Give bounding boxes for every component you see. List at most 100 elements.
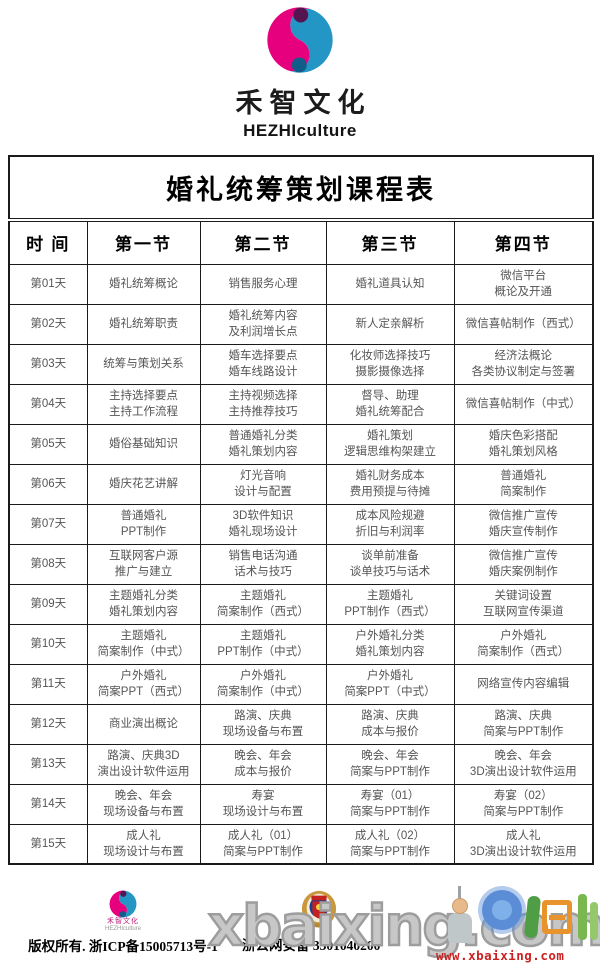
- watermark-bamboo2-icon: [590, 902, 598, 940]
- copyright-text: 版权所有. 浙ICP备15005713号-1: [28, 939, 218, 955]
- session-cell: 成本风险规避 折旧与利润率: [325, 503, 455, 545]
- session-cell: 微信平台 概论及开通: [453, 263, 594, 305]
- session-cell: 晚会、年会 简案与PPT制作: [325, 743, 455, 785]
- watermark-url-text: www.xbaixing.com: [436, 948, 565, 963]
- session-cell: 网络宣传内容编辑: [453, 663, 594, 705]
- table-row: 第15天 成人礼 现场设计与布置 成人礼（01） 简案与PPT制作 成人礼（02） 简…: [8, 823, 594, 865]
- table-row: 第03天 统筹与策划关系 婚车选择要点 婚车线路设计 化妆师选择技巧 摄影摄像选择 经济…: [8, 343, 594, 385]
- brand-header: 禾智文化 HEZHIculture: [0, 0, 600, 141]
- session-cell: 普通婚礼 简案制作: [453, 463, 594, 505]
- table-title: 婚礼统筹策划课程表: [8, 155, 594, 222]
- day-cell: 第14天: [8, 783, 88, 825]
- session-cell: 成人礼 现场设计与布置: [86, 823, 201, 865]
- session-cell: 经济法概论 各类协议制定与签署: [453, 343, 594, 385]
- session-cell: 路演、庆典 成本与报价: [325, 703, 455, 745]
- session-cell: 主题婚礼 PPT制作（西式）: [325, 583, 455, 625]
- session-cell: 婚庆花艺讲解: [86, 463, 201, 505]
- session-cell: 灯光音响 设计与配置: [199, 463, 327, 505]
- watermark-flower-core-icon: [492, 900, 512, 920]
- column-header-session3: 第三节: [325, 219, 455, 265]
- table-row: 第14天 晚会、年会 现场设备与布置 寿宴 现场设计与布置 寿宴（01） 简案与PPT…: [8, 783, 594, 825]
- table-row: 第06天 婚庆花艺讲解 灯光音响 设计与配置 婚礼财务成本 费用预提与待摊 普通婚礼 简…: [8, 463, 594, 505]
- day-cell: 第15天: [8, 823, 88, 865]
- watermark-person-icon: [448, 913, 472, 943]
- session-cell: 路演、庆典3D 演出设计软件运用: [86, 743, 201, 785]
- police-badge-icon: [301, 890, 337, 928]
- table-row: 第01天 婚礼统筹概论 销售服务心理 婚礼道具认知 微信平台 概论及开通: [8, 263, 594, 305]
- session-cell: 统筹与策划关系: [86, 343, 201, 385]
- brand-name-en: HEZHIculture: [243, 121, 357, 140]
- day-cell: 第01天: [8, 263, 88, 305]
- table-header-row: 时 间 第一节 第二节 第三节 第四节: [8, 219, 594, 265]
- table-row: 第05天 婚俗基础知识 普通婚礼分类 婚礼策划内容 婚礼策划 逻辑思维构架建立 婚庆色彩…: [8, 423, 594, 465]
- footer-brand-name: 禾智文化: [107, 918, 139, 925]
- brand-name: 禾智文化: [235, 88, 372, 118]
- session-cell: 成人礼（01） 简案与PPT制作: [199, 823, 327, 865]
- session-cell: 互联网客户源 推广与建立: [86, 543, 201, 585]
- day-cell: 第13天: [8, 743, 88, 785]
- session-cell: 微信喜帖制作（中式）: [453, 383, 594, 425]
- session-cell: 微信推广宣传 婚庆案例制作: [453, 543, 594, 585]
- session-cell: 户外婚礼 简案制作（西式）: [453, 623, 594, 665]
- session-cell: 微信喜帖制作（西式）: [453, 303, 594, 345]
- session-cell: 微信推广宣传 婚庆宣传制作: [453, 503, 594, 545]
- session-cell: 晚会、年会 成本与报价: [199, 743, 327, 785]
- session-cell: 主持选择要点 主持工作流程: [86, 383, 201, 425]
- watermark-logo: [438, 886, 600, 956]
- table-row: 第12天 商业演出概论 路演、庆典 现场设备与布置 路演、庆典 成本与报价 路演、庆典 …: [8, 703, 594, 745]
- session-cell: 户外婚礼分类 婚礼策划内容: [325, 623, 455, 665]
- session-cell: 婚礼统筹职责: [86, 303, 201, 345]
- watermark-person-head-icon: [452, 898, 468, 914]
- session-cell: 普通婚礼 PPT制作: [86, 503, 201, 545]
- session-cell: 主题婚礼 PPT制作（中式）: [199, 623, 327, 665]
- column-header-session1: 第一节: [86, 219, 201, 265]
- day-cell: 第06天: [8, 463, 88, 505]
- session-cell: 路演、庆典 现场设备与布置: [199, 703, 327, 745]
- course-table: 婚礼统筹策划课程表 时 间 第一节 第二节 第三节 第四节 第01天 婚礼统筹概论…: [8, 155, 595, 865]
- column-header-session4: 第四节: [453, 219, 594, 265]
- session-cell: 谈单前准备 谈单技巧与话术: [325, 543, 455, 585]
- watermark-bamboo-icon: [578, 894, 587, 940]
- footer-brand-name-en: HEZHIculture: [104, 925, 141, 932]
- day-cell: 第12天: [8, 703, 88, 745]
- session-cell: 关键词设置 互联网宣传渠道: [453, 583, 594, 625]
- day-cell: 第07天: [8, 503, 88, 545]
- session-cell: 化妆师选择技巧 摄影摄像选择: [325, 343, 455, 385]
- day-cell: 第03天: [8, 343, 88, 385]
- course-table-wrap: 婚礼统筹策划课程表 时 间 第一节 第二节 第三节 第四节 第01天 婚礼统筹概论…: [8, 155, 595, 865]
- day-cell: 第05天: [8, 423, 88, 465]
- table-row: 第07天 普通婚礼 PPT制作 3D软件知识 婚礼现场设计 成本风险规避 折旧与利润率…: [8, 503, 594, 545]
- session-cell: 主持视频选择 主持推荐技巧: [199, 383, 327, 425]
- session-cell: 晚会、年会 3D演出设计软件运用: [453, 743, 594, 785]
- hezhi-logo-mini-icon: [109, 890, 137, 918]
- session-cell: 寿宴（02） 简案与PPT制作: [453, 783, 594, 825]
- session-cell: 婚庆色彩搭配 婚礼策划风格: [453, 423, 594, 465]
- column-header-time: 时 间: [8, 219, 88, 265]
- table-title-row: 婚礼统筹策划课程表: [8, 155, 594, 222]
- session-cell: 主题婚礼 简案制作（中式）: [86, 623, 201, 665]
- table-row: 第08天 互联网客户源 推广与建立 销售电话沟通 话术与技巧 谈单前准备 谈单技巧与话…: [8, 543, 594, 585]
- day-cell: 第11天: [8, 663, 88, 705]
- day-cell: 第08天: [8, 543, 88, 585]
- session-cell: 婚礼统筹概论: [86, 263, 201, 305]
- session-cell: 销售电话沟通 话术与技巧: [199, 543, 327, 585]
- footer-brand-block: 禾智文化 HEZHIculture 版权所有. 浙ICP备15005713号-1: [28, 890, 218, 955]
- table-row: 第02天 婚礼统筹职责 婚礼统筹内容 及利润增长点 新人定亲解析 微信喜帖制作（西式）: [8, 303, 594, 345]
- session-cell: 婚礼策划 逻辑思维构架建立: [325, 423, 455, 465]
- course-rows: 第01天 婚礼统筹概论 销售服务心理 婚礼道具认知 微信平台 概论及开通 第02天 婚礼统筹…: [8, 263, 594, 865]
- session-cell: 婚车选择要点 婚车线路设计: [199, 343, 327, 385]
- day-cell: 第10天: [8, 623, 88, 665]
- session-cell: 主题婚礼分类 婚礼策划内容: [86, 583, 201, 625]
- footer: 禾智文化 HEZHIculture 版权所有. 浙ICP备15005713号-1…: [0, 886, 600, 972]
- session-cell: 3D软件知识 婚礼现场设计: [199, 503, 327, 545]
- table-row: 第10天 主题婚礼 简案制作（中式） 主题婚礼 PPT制作（中式） 户外婚礼分类 婚礼…: [8, 623, 594, 665]
- session-cell: 户外婚礼 简案PPT（西式）: [86, 663, 201, 705]
- table-row: 第04天 主持选择要点 主持工作流程 主持视频选择 主持推荐技巧 督导、助理 婚礼统筹…: [8, 383, 594, 425]
- session-cell: 销售服务心理: [199, 263, 327, 305]
- day-cell: 第04天: [8, 383, 88, 425]
- table-row: 第09天 主题婚礼分类 婚礼策划内容 主题婚礼 简案制作（西式） 主题婚礼 PPT制作…: [8, 583, 594, 625]
- session-cell: 路演、庆典 简案与PPT制作: [453, 703, 594, 745]
- session-cell: 婚礼统筹内容 及利润增长点: [199, 303, 327, 345]
- watermark-fork-icon: [458, 886, 461, 900]
- session-cell: 寿宴 现场设计与布置: [199, 783, 327, 825]
